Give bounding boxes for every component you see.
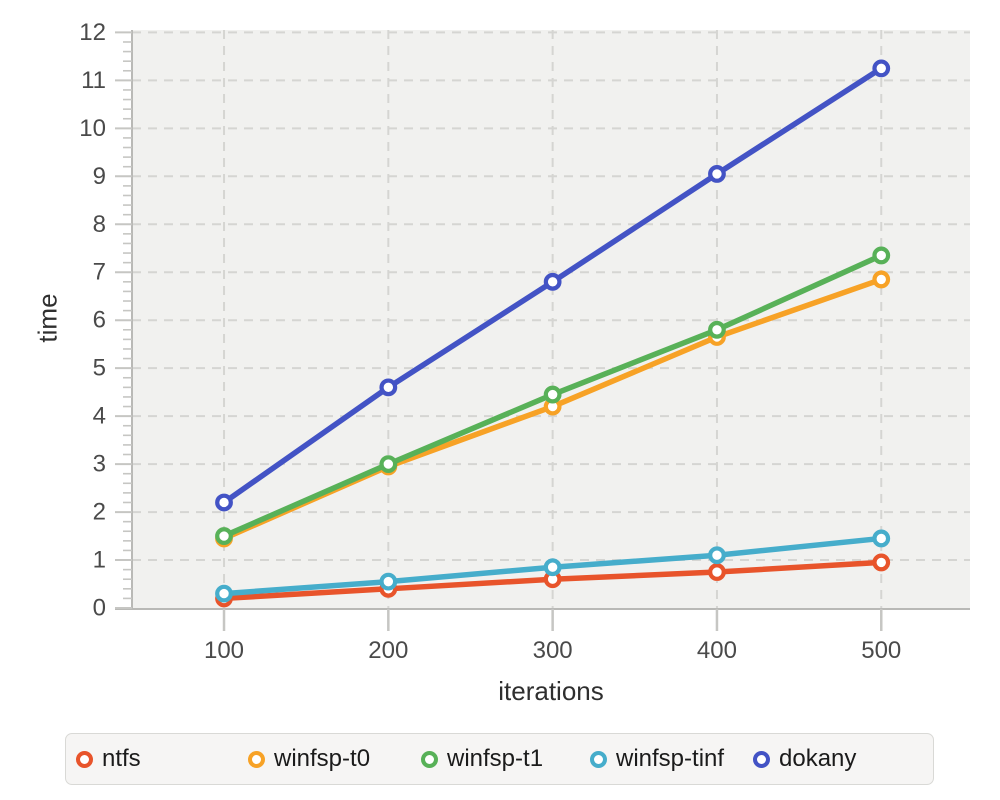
legend-marker-ntfs [76, 750, 93, 768]
y-tick-label: 0 [93, 595, 106, 622]
y-tick-label: 12 [79, 19, 106, 46]
data-point-winfsp-t1-100 [215, 527, 233, 545]
data-point-winfsp-tinf-200 [379, 572, 398, 591]
data-point-winfsp-tinf-100 [215, 584, 233, 603]
x-tick-label: 300 [533, 637, 573, 664]
legend-label-winfsp-t1: winfsp-t1 [447, 745, 544, 772]
y-tick-label: 8 [93, 211, 106, 238]
y-tick-label: 10 [79, 115, 106, 142]
legend-label-dokany: dokany [779, 745, 857, 772]
legend-item-ntfs[interactable]: ntfs [76, 734, 141, 784]
y-tick-label: 3 [93, 451, 106, 478]
legend-label-winfsp-t0: winfsp-t0 [274, 745, 371, 772]
y-tick-label: 7 [93, 259, 106, 286]
legend-item-winfsp-tinf[interactable]: winfsp-tinf [590, 734, 724, 784]
y-tick-label: 5 [93, 355, 106, 382]
y-tick-label: 9 [93, 163, 106, 190]
data-point-dokany-500 [872, 59, 891, 78]
legend-marker-dokany [753, 750, 770, 768]
data-point-dokany-400 [708, 165, 726, 183]
legend-item-winfsp-t0[interactable]: winfsp-t0 [248, 734, 370, 784]
legend-label-ntfs: ntfs [102, 745, 141, 772]
x-tick-label: 400 [697, 637, 737, 664]
data-point-winfsp-t1-300 [543, 385, 562, 404]
y-tick-label: 1 [93, 547, 106, 574]
x-tick-label: 500 [861, 637, 901, 664]
data-point-dokany-300 [543, 272, 562, 291]
data-point-winfsp-t1-200 [379, 455, 398, 473]
data-point-winfsp-tinf-500 [872, 529, 891, 548]
legend-marker-winfsp-tinf [590, 750, 607, 768]
legend-item-winfsp-t1[interactable]: winfsp-t1 [421, 734, 543, 784]
data-point-ntfs-400 [708, 563, 726, 581]
data-point-dokany-100 [215, 493, 233, 512]
data-point-winfsp-t1-500 [872, 246, 891, 265]
legend-item-dokany[interactable]: dokany [753, 734, 856, 784]
chart-legend: ntfs winfsp-t0 winfsp-t1 winfsp-tinf dokany [65, 733, 934, 785]
legend-marker-winfsp-t0 [248, 750, 265, 768]
data-point-winfsp-t1-400 [708, 320, 726, 339]
legend-marker-winfsp-t1 [421, 750, 438, 768]
data-point-ntfs-500 [872, 553, 891, 572]
x-tick-label: 100 [204, 637, 244, 664]
data-point-winfsp-t0-500 [872, 270, 891, 289]
y-tick-label: 11 [81, 67, 106, 94]
y-tick-label: 2 [93, 499, 106, 526]
data-point-winfsp-tinf-300 [543, 558, 562, 577]
data-point-winfsp-tinf-400 [708, 546, 726, 565]
legend-label-winfsp-tinf: winfsp-tinf [616, 745, 725, 772]
y-tick-label: 6 [93, 307, 106, 334]
y-tick-label: 4 [93, 403, 106, 430]
data-point-dokany-200 [379, 378, 398, 397]
x-tick-label: 200 [368, 637, 408, 664]
